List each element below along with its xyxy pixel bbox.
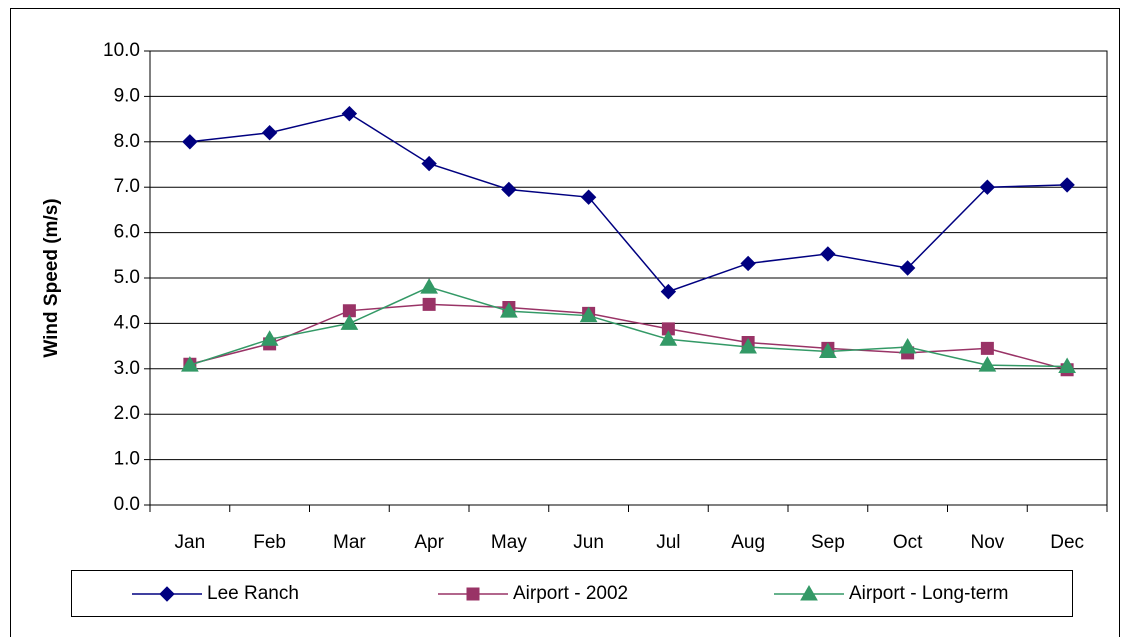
marker <box>421 155 437 172</box>
x-tick-label: Aug <box>731 532 765 553</box>
series-line <box>189 112 1068 293</box>
y-tick-label: 7.0 <box>114 176 140 197</box>
marker <box>261 125 278 141</box>
marker <box>659 330 678 346</box>
x-tick-label: Mar <box>333 532 366 553</box>
y-tick-label: 5.0 <box>114 267 140 288</box>
marker <box>898 338 917 354</box>
marker <box>1058 357 1076 374</box>
y-tick-label: 3.0 <box>114 358 140 379</box>
marker <box>341 105 358 122</box>
y-axis-label: Wind Speed (m/s) <box>41 198 62 357</box>
legend-box <box>71 570 1073 617</box>
y-tick-label: 9.0 <box>114 85 140 106</box>
marker <box>501 181 517 198</box>
marker <box>899 260 916 276</box>
marker <box>422 297 436 311</box>
x-tick-label: May <box>491 532 527 553</box>
marker <box>820 246 836 262</box>
marker <box>420 278 438 294</box>
marker <box>660 283 677 300</box>
x-tick-label: Nov <box>970 532 1004 553</box>
y-tick-label: 0.0 <box>114 494 140 515</box>
y-tick-label: 4.0 <box>114 312 140 333</box>
marker <box>1059 177 1075 193</box>
x-tick-label: Dec <box>1050 532 1084 553</box>
x-tick-label: Sep <box>811 532 845 553</box>
y-tick-label: 8.0 <box>114 131 140 152</box>
y-tick-label: 6.0 <box>114 222 140 243</box>
series-line <box>189 286 1068 368</box>
x-tick-label: Jun <box>573 532 604 553</box>
marker <box>579 306 598 323</box>
y-tick-label: 1.0 <box>114 449 140 470</box>
x-tick-label: Jul <box>656 532 680 553</box>
marker <box>182 134 198 150</box>
marker <box>978 356 997 372</box>
marker <box>800 584 818 601</box>
x-tick-label: Feb <box>253 532 286 553</box>
marker <box>580 189 597 205</box>
marker <box>739 338 757 354</box>
marker <box>979 179 996 195</box>
marker <box>819 342 837 359</box>
marker <box>980 341 994 355</box>
marker <box>260 330 279 346</box>
x-tick-label: Oct <box>893 532 923 553</box>
x-tick-label: Apr <box>414 532 444 553</box>
marker <box>340 314 359 330</box>
marker <box>181 356 199 372</box>
x-tick-label: Jan <box>175 532 206 553</box>
series-line <box>189 303 1068 371</box>
marker <box>740 255 756 272</box>
legend-label: Lee Ranch <box>207 583 299 604</box>
y-tick-label: 10.0 <box>103 40 140 61</box>
chart-frame <box>10 8 1120 637</box>
marker <box>661 322 675 336</box>
legend-label: Airport - Long-term <box>849 583 1008 604</box>
marker <box>466 587 480 601</box>
marker <box>159 586 175 602</box>
marker <box>500 302 518 318</box>
legend-label: Airport - 2002 <box>513 583 628 604</box>
y-tick-label: 2.0 <box>114 403 140 424</box>
marker <box>342 304 356 318</box>
